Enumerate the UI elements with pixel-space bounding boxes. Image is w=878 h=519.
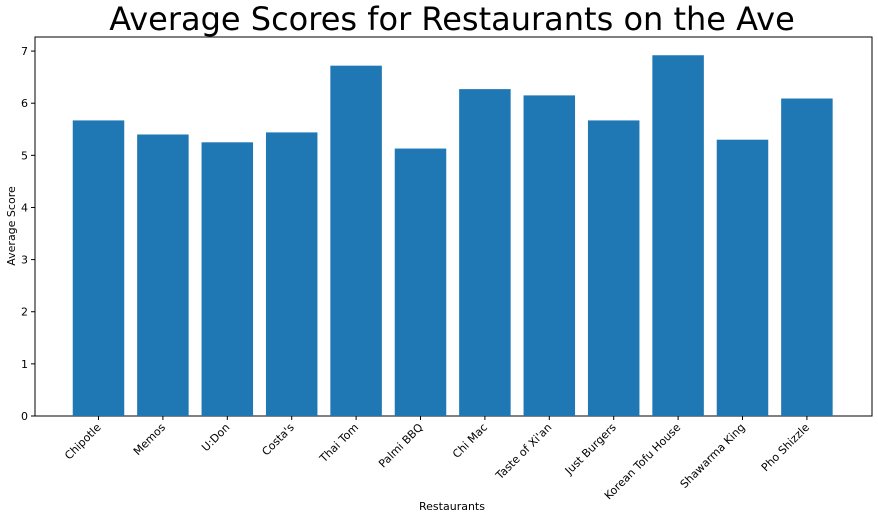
bar-4 (330, 65, 382, 416)
chart-title: Average Scores for Restaurants on the Av… (109, 0, 795, 38)
bar-8 (587, 120, 640, 416)
plot-area: 0 1 2 3 4 5 6 7 Chipotle Memos U:Don Costa's Thai T… (21, 36, 873, 502)
x-tick-label-4: Thai Tom (316, 421, 361, 466)
bar-2 (201, 142, 254, 416)
x-tick-label-8: Just Burgers (562, 421, 619, 478)
plot-frame (34, 36, 873, 417)
x-tick-label-7: Taste of Xi'an (493, 421, 555, 483)
x-axis: Chipotle Memos U:Don Costa's Thai Tom Palmi B… (62, 416, 812, 502)
bar-0 (72, 120, 125, 416)
y-tick-label-3: 3 (21, 254, 28, 267)
y-axis: 0 1 2 3 4 5 6 7 (21, 45, 35, 423)
y-tick-label-1: 1 (21, 358, 28, 371)
x-tick-label-6: Chi Mac (450, 421, 490, 461)
y-tick-label-5: 5 (21, 149, 28, 162)
bar-6 (459, 89, 511, 416)
bar-7 (523, 95, 576, 417)
x-tick-label-1: Memos (131, 421, 168, 458)
y-tick-label-6: 6 (21, 97, 28, 110)
x-tick-label-11: Pho Shizzle (759, 421, 812, 474)
bars-group (72, 55, 833, 417)
bar-10 (716, 139, 769, 416)
bar-3 (265, 132, 318, 416)
x-axis-label: Restaurants (419, 500, 485, 513)
x-tick-label-5: Palmi BBQ (376, 421, 426, 471)
bar-5 (394, 148, 447, 416)
y-tick-label-4: 4 (21, 201, 28, 214)
bar-1 (137, 134, 189, 416)
y-tick-label-2: 2 (21, 306, 28, 319)
y-tick-label-0: 0 (21, 410, 28, 423)
y-axis-label: Average Score (5, 186, 18, 266)
bar-11 (781, 98, 833, 417)
bar-9 (652, 55, 704, 416)
y-tick-label-7: 7 (21, 45, 28, 58)
x-tick-label-3: Costa's (259, 421, 297, 459)
x-tick-label-0: Chipotle (62, 421, 104, 463)
x-tick-label-10: Shawarma King (678, 421, 748, 491)
x-tick-label-2: U:Don (199, 421, 232, 454)
